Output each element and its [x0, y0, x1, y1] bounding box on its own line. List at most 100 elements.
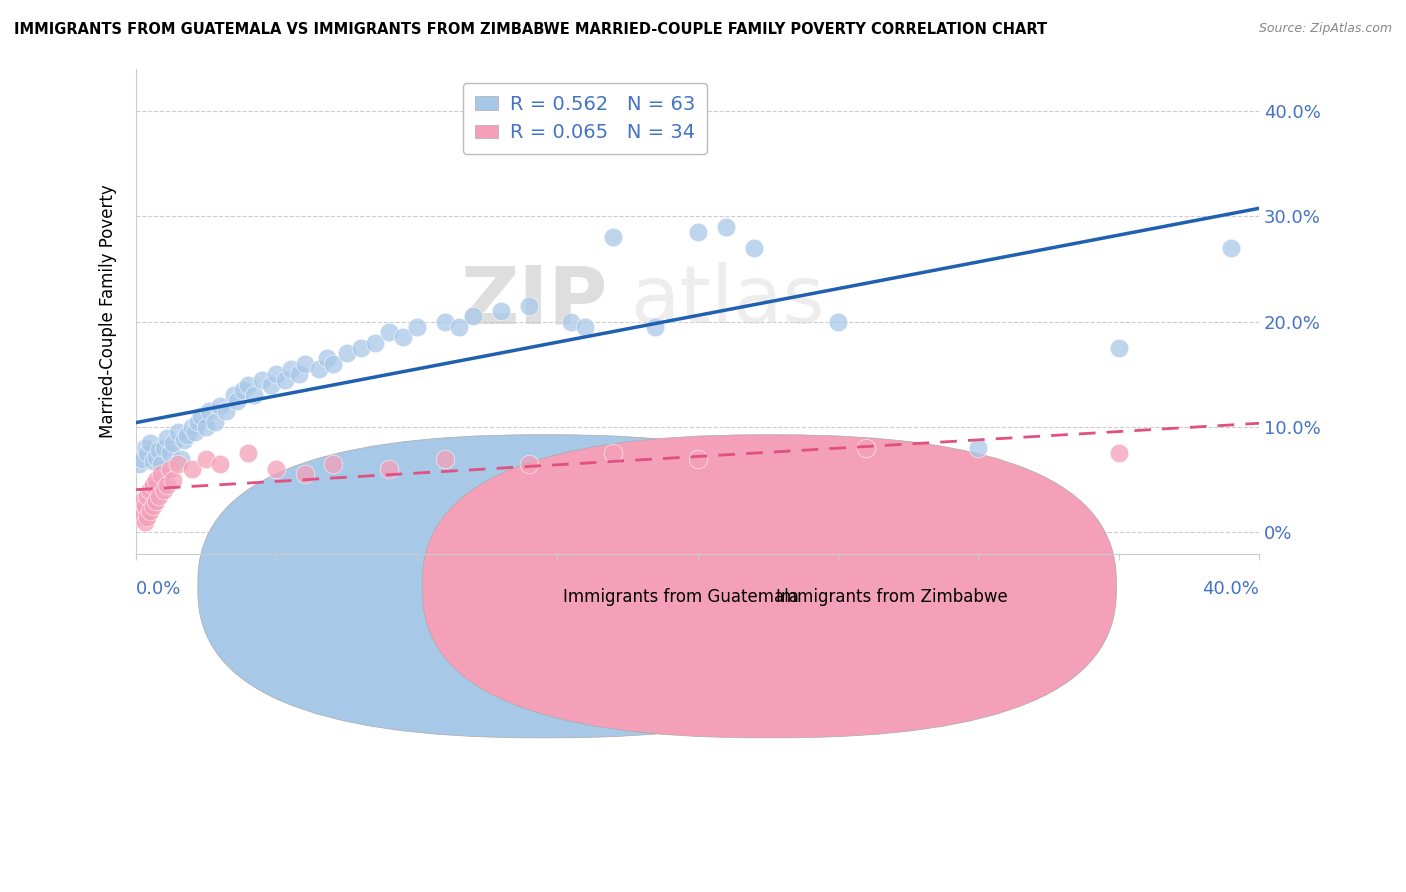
- Point: [686, 451, 709, 466]
- Point: [181, 420, 204, 434]
- Point: [322, 357, 344, 371]
- Point: [153, 441, 176, 455]
- Point: [167, 457, 190, 471]
- Text: atlas: atlas: [630, 262, 824, 341]
- Point: [252, 373, 274, 387]
- Y-axis label: Married-Couple Family Poverty: Married-Couple Family Poverty: [100, 184, 117, 438]
- Point: [159, 446, 181, 460]
- Point: [156, 431, 179, 445]
- Text: ZIP: ZIP: [460, 262, 607, 341]
- Point: [226, 393, 249, 408]
- Point: [238, 446, 260, 460]
- Point: [190, 409, 212, 424]
- Point: [266, 368, 288, 382]
- Point: [489, 304, 512, 318]
- Point: [204, 415, 226, 429]
- Point: [517, 457, 540, 471]
- Point: [139, 435, 162, 450]
- Point: [131, 451, 153, 466]
- Point: [150, 467, 173, 482]
- Point: [714, 219, 737, 234]
- Point: [308, 362, 330, 376]
- Point: [198, 404, 221, 418]
- Point: [142, 478, 165, 492]
- Point: [377, 462, 399, 476]
- Point: [686, 225, 709, 239]
- Point: [142, 454, 165, 468]
- Point: [274, 373, 297, 387]
- Point: [131, 509, 153, 524]
- FancyBboxPatch shape: [422, 434, 1116, 738]
- Point: [159, 462, 181, 476]
- Point: [128, 504, 150, 518]
- Text: IMMIGRANTS FROM GUATEMALA VS IMMIGRANTS FROM ZIMBABWE MARRIED-COUPLE FAMILY POVE: IMMIGRANTS FROM GUATEMALA VS IMMIGRANTS …: [14, 22, 1047, 37]
- Point: [1108, 341, 1130, 355]
- Point: [131, 493, 153, 508]
- Point: [260, 377, 283, 392]
- Point: [195, 420, 218, 434]
- Point: [232, 383, 254, 397]
- Point: [288, 368, 311, 382]
- Legend: R = 0.562   N = 63, R = 0.065   N = 34: R = 0.562 N = 63, R = 0.065 N = 34: [464, 83, 707, 154]
- Point: [827, 315, 849, 329]
- Point: [134, 441, 156, 455]
- Point: [181, 462, 204, 476]
- Text: 0.0%: 0.0%: [136, 580, 181, 599]
- Point: [170, 451, 193, 466]
- Point: [280, 362, 302, 376]
- Point: [644, 319, 666, 334]
- Point: [128, 457, 150, 471]
- Point: [405, 319, 427, 334]
- Point: [209, 399, 232, 413]
- Point: [377, 325, 399, 339]
- Point: [139, 504, 162, 518]
- Text: Immigrants from Guatemala: Immigrants from Guatemala: [562, 588, 799, 606]
- Point: [145, 493, 167, 508]
- Point: [855, 441, 877, 455]
- Point: [139, 483, 162, 498]
- Point: [574, 319, 596, 334]
- Point: [136, 446, 159, 460]
- Point: [322, 457, 344, 471]
- Text: Source: ZipAtlas.com: Source: ZipAtlas.com: [1258, 22, 1392, 36]
- Point: [224, 388, 246, 402]
- Point: [294, 357, 316, 371]
- Point: [184, 425, 207, 440]
- Point: [195, 451, 218, 466]
- Point: [156, 478, 179, 492]
- Point: [142, 499, 165, 513]
- Point: [447, 319, 470, 334]
- Point: [1108, 446, 1130, 460]
- Point: [294, 467, 316, 482]
- Point: [209, 457, 232, 471]
- Point: [560, 315, 582, 329]
- Point: [167, 425, 190, 440]
- Text: Immigrants from Zimbabwe: Immigrants from Zimbabwe: [776, 588, 1008, 606]
- Point: [238, 377, 260, 392]
- Point: [162, 473, 184, 487]
- Point: [391, 330, 413, 344]
- Point: [162, 435, 184, 450]
- Point: [134, 499, 156, 513]
- Point: [145, 450, 167, 464]
- Text: 40.0%: 40.0%: [1202, 580, 1258, 599]
- Point: [176, 428, 198, 442]
- Point: [187, 415, 209, 429]
- Point: [148, 489, 170, 503]
- Point: [153, 483, 176, 498]
- Point: [1219, 241, 1241, 255]
- Point: [350, 341, 373, 355]
- Point: [173, 433, 195, 447]
- FancyBboxPatch shape: [198, 434, 891, 738]
- Point: [136, 489, 159, 503]
- Point: [433, 315, 456, 329]
- Point: [461, 310, 484, 324]
- Point: [602, 446, 624, 460]
- Point: [336, 346, 359, 360]
- Point: [243, 388, 266, 402]
- Point: [517, 299, 540, 313]
- Point: [433, 451, 456, 466]
- Point: [148, 443, 170, 458]
- Point: [136, 509, 159, 524]
- Point: [967, 441, 990, 455]
